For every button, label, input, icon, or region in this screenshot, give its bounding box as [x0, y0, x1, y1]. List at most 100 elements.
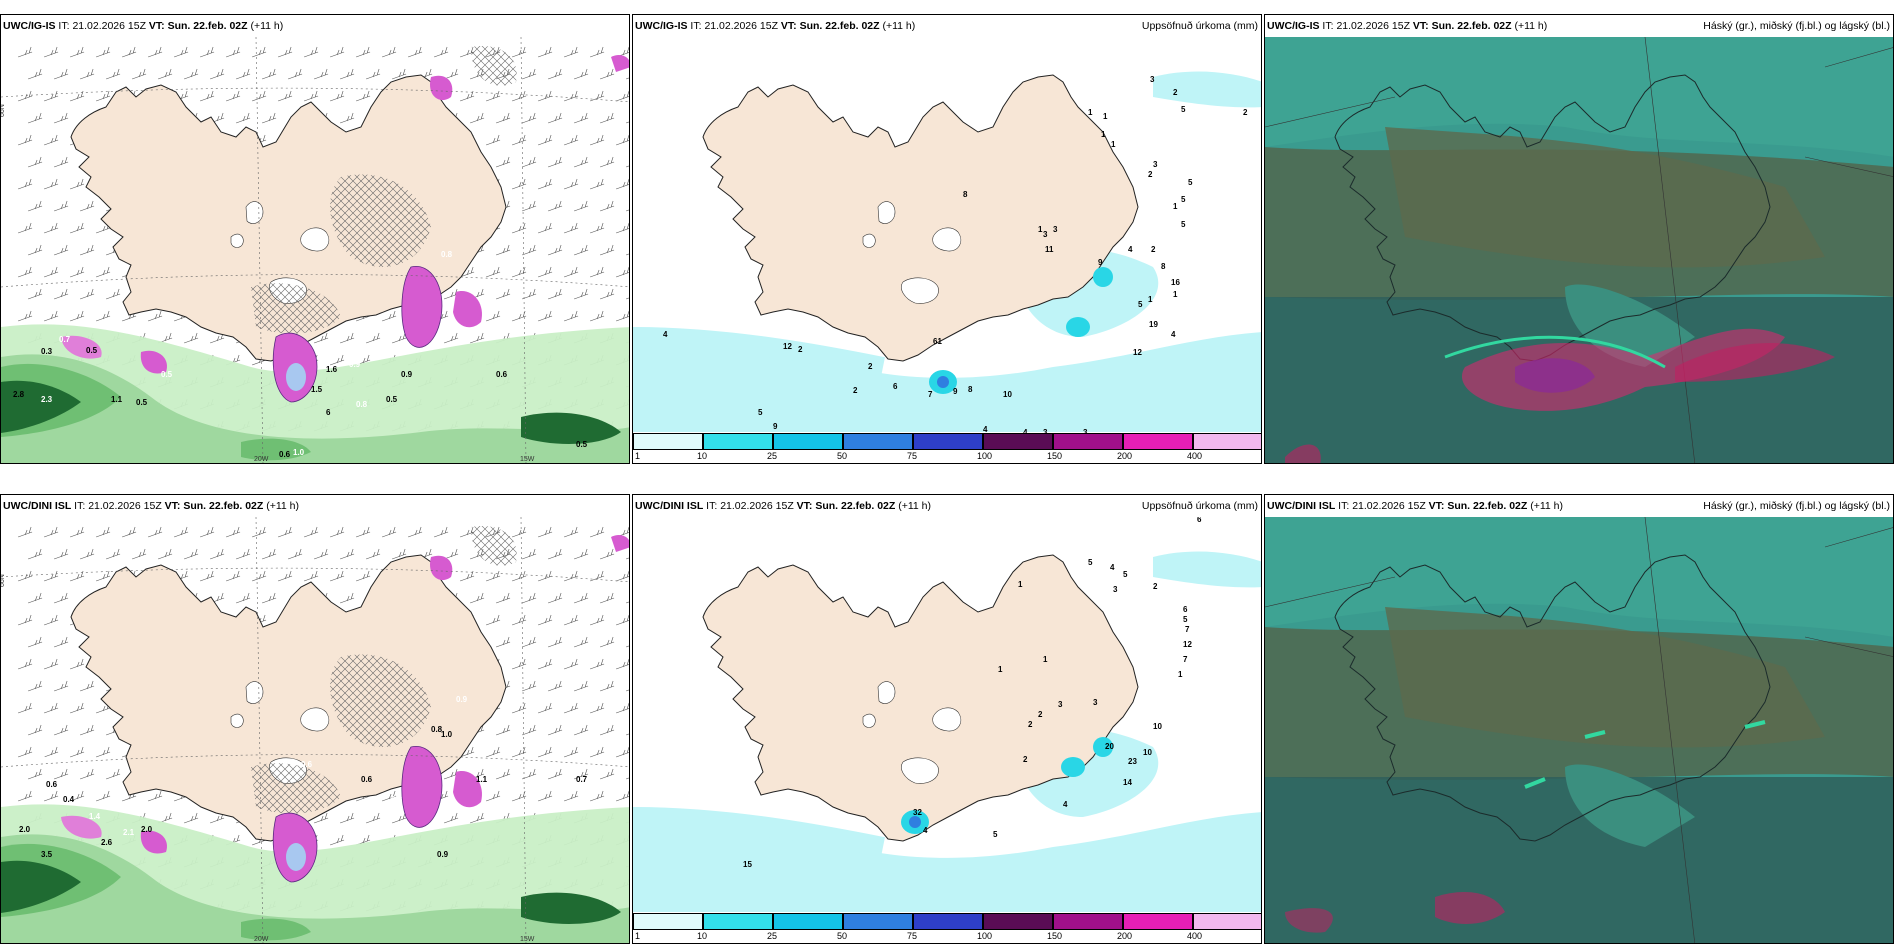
- vt-label: VT:: [780, 20, 797, 32]
- iceland-land: [70, 554, 507, 842]
- precip-amount-label: 16: [1171, 278, 1180, 287]
- precip-value-label: 2.3: [41, 395, 53, 404]
- precip-amount-label: 1: [1178, 670, 1183, 679]
- precip-value-label: 1.0: [441, 730, 453, 739]
- colorbar-swatch: [843, 913, 913, 930]
- init-time: 21.02.2026 15Z: [1352, 500, 1426, 512]
- precip-amount-label: 10: [1143, 748, 1152, 757]
- iceland-land: [70, 74, 507, 362]
- precip-amount-label: 9: [773, 422, 778, 431]
- precip-value-label: 1.1: [476, 775, 488, 784]
- panel-field-title: Uppsöfnuð úrkoma (mm): [1141, 20, 1258, 32]
- precip-amount-label: 12: [783, 342, 792, 351]
- precip-value-label: 0.9: [456, 695, 468, 704]
- valid-time: Sun. 22.feb. 02Z: [183, 500, 264, 512]
- vt-label: VT:: [796, 500, 813, 512]
- precip-value-label: 0.7: [59, 335, 71, 344]
- lat-label: 66N: [1, 104, 6, 117]
- precip-value-label: 0.6: [361, 775, 373, 784]
- lead-time: (+11 h): [898, 500, 932, 512]
- map-area: 6 5 4 5 3 2 1 6 5 7 12 7 1 1 1 3 2 3 10 20 23 10 14 2 2 4 5 15 32 4: [633, 517, 1261, 943]
- precip-value-label: 0.9: [349, 360, 361, 369]
- panel-uwc-igis-clouds: UWC/IG-IS IT: 21.02.2026 15Z VT: Sun. 22…: [1264, 14, 1894, 464]
- vt-label: VT:: [164, 500, 181, 512]
- precip-value-label: 6: [326, 408, 331, 417]
- model-source: UWC/DINI ISL: [3, 500, 72, 512]
- precip-amount-label: 20: [1105, 742, 1114, 751]
- precip-amount-label: 8: [963, 190, 968, 199]
- precip-value-label: 2.8: [13, 390, 25, 399]
- colorbar-swatch: [773, 913, 843, 930]
- vt-label: VT:: [1428, 500, 1445, 512]
- precip-amount-label: 10: [1003, 390, 1012, 399]
- panel-field-title: Uppsöfnuð úrkoma (mm): [1141, 500, 1258, 512]
- lead-time: (+11 h): [266, 500, 300, 512]
- precip-value-label: 1.1: [111, 395, 123, 404]
- precip-value-label: 0.9: [401, 370, 413, 379]
- precip-amount-label: 8: [1161, 262, 1166, 271]
- colorbar-tick-label: 10: [697, 931, 708, 941]
- precip-amount-label: 61: [933, 337, 942, 346]
- precip-amount-label: 14: [1123, 778, 1132, 787]
- colorbar-tick-label: 100: [977, 451, 993, 461]
- colorbar-tick-label: 400: [1187, 451, 1203, 461]
- precip-value-label: 1.6: [326, 365, 338, 374]
- wind-precip-map: 66N 20W 15W 0.5 0.6 0.4 1.4 2.0 2.6 2.1 2.0 3.5 0…: [1, 517, 629, 943]
- colorbar-tick-label: 1: [635, 931, 641, 941]
- precip-amount-label: 5: [1181, 220, 1186, 229]
- precip-value-label: 2.1: [123, 828, 135, 837]
- precip-value-label: 0.9: [437, 850, 449, 859]
- lead-time: (+11 h): [882, 20, 916, 32]
- colorbar-swatch: [843, 433, 913, 450]
- precip-amount-label: 2: [853, 386, 858, 395]
- precip-amount-label: 8: [968, 385, 973, 394]
- precip-value-label: 0.8: [391, 795, 403, 804]
- precip-value-label: 0.5: [86, 346, 98, 355]
- colorbar-swatch: [773, 433, 843, 450]
- model-source: UWC/IG-IS: [3, 20, 56, 32]
- precip-amount-label: 5: [1188, 178, 1193, 187]
- init-time: 21.02.2026 15Z: [72, 20, 146, 32]
- precip-amount-label: 2: [1028, 720, 1033, 729]
- init-time: 21.02.2026 15Z: [1336, 20, 1410, 32]
- precip-amount-label: 2: [868, 362, 873, 371]
- valid-time: Sun. 22.feb. 02Z: [1431, 20, 1512, 32]
- precip-amount-label: 2: [1023, 755, 1028, 764]
- precip-amount-label: 3: [1058, 700, 1063, 709]
- precip-amount-label: 4: [1128, 245, 1133, 254]
- colorbar-swatch: [1053, 913, 1123, 930]
- precip-amount-label: 5: [1088, 558, 1093, 567]
- precip-value-label: 2.6: [101, 838, 113, 847]
- colorbar-tick-label: 200: [1117, 931, 1133, 941]
- precip-value-label: 0.6: [496, 370, 508, 379]
- precip-value-label: 0.5: [161, 370, 173, 379]
- precip-amount-label: 3: [1093, 698, 1098, 707]
- precip-amount-label: 2: [1038, 710, 1043, 719]
- wind-precip-map: 66N 20W 15W 0.7 0.3 0.5 0.5 0.5 2.8 2.3 1.1 1.6 0…: [1, 37, 629, 463]
- precip-amount-label: 2: [1153, 582, 1158, 591]
- lead-time: (+11 h): [1514, 20, 1548, 32]
- precip-amount-label: 1: [1148, 295, 1153, 304]
- precip-amount-label: 1: [1101, 130, 1106, 139]
- it-label: IT:: [690, 20, 702, 32]
- colorbar-swatch: [1123, 913, 1193, 930]
- map-area: [1265, 517, 1893, 943]
- colorbar-swatch: [1053, 433, 1123, 450]
- colorbar-tick-label: 50: [837, 451, 848, 461]
- colorbar-swatch: [1123, 433, 1193, 450]
- precip-amount-label: 10: [1153, 722, 1162, 731]
- precip-amount-label: 4: [1110, 563, 1115, 572]
- panel-header: UWC/IG-IS IT: 21.02.2026 15Z VT: Sun. 22…: [633, 15, 1261, 37]
- lead-time: (+11 h): [250, 20, 284, 32]
- colorbar-swatch: [1193, 433, 1261, 450]
- panel-uwc-igis-wind: UWC/IG-IS IT: 21.02.2026 15Z VT: Sun. 22…: [0, 14, 630, 464]
- colorbar-tick-label: 25: [767, 451, 778, 461]
- precip-amount-label: 3: [1113, 585, 1118, 594]
- colorbar-tick-label: 400: [1187, 931, 1203, 941]
- colorbar-tick-label: 25: [767, 931, 778, 941]
- precip-amount-label: 7: [1185, 625, 1190, 634]
- precip-amount-label: 2: [1148, 170, 1153, 179]
- precip-value-label: 0.4: [63, 795, 75, 804]
- precip-amount-label: 1: [1043, 655, 1048, 664]
- colorbar-swatch: [633, 913, 703, 930]
